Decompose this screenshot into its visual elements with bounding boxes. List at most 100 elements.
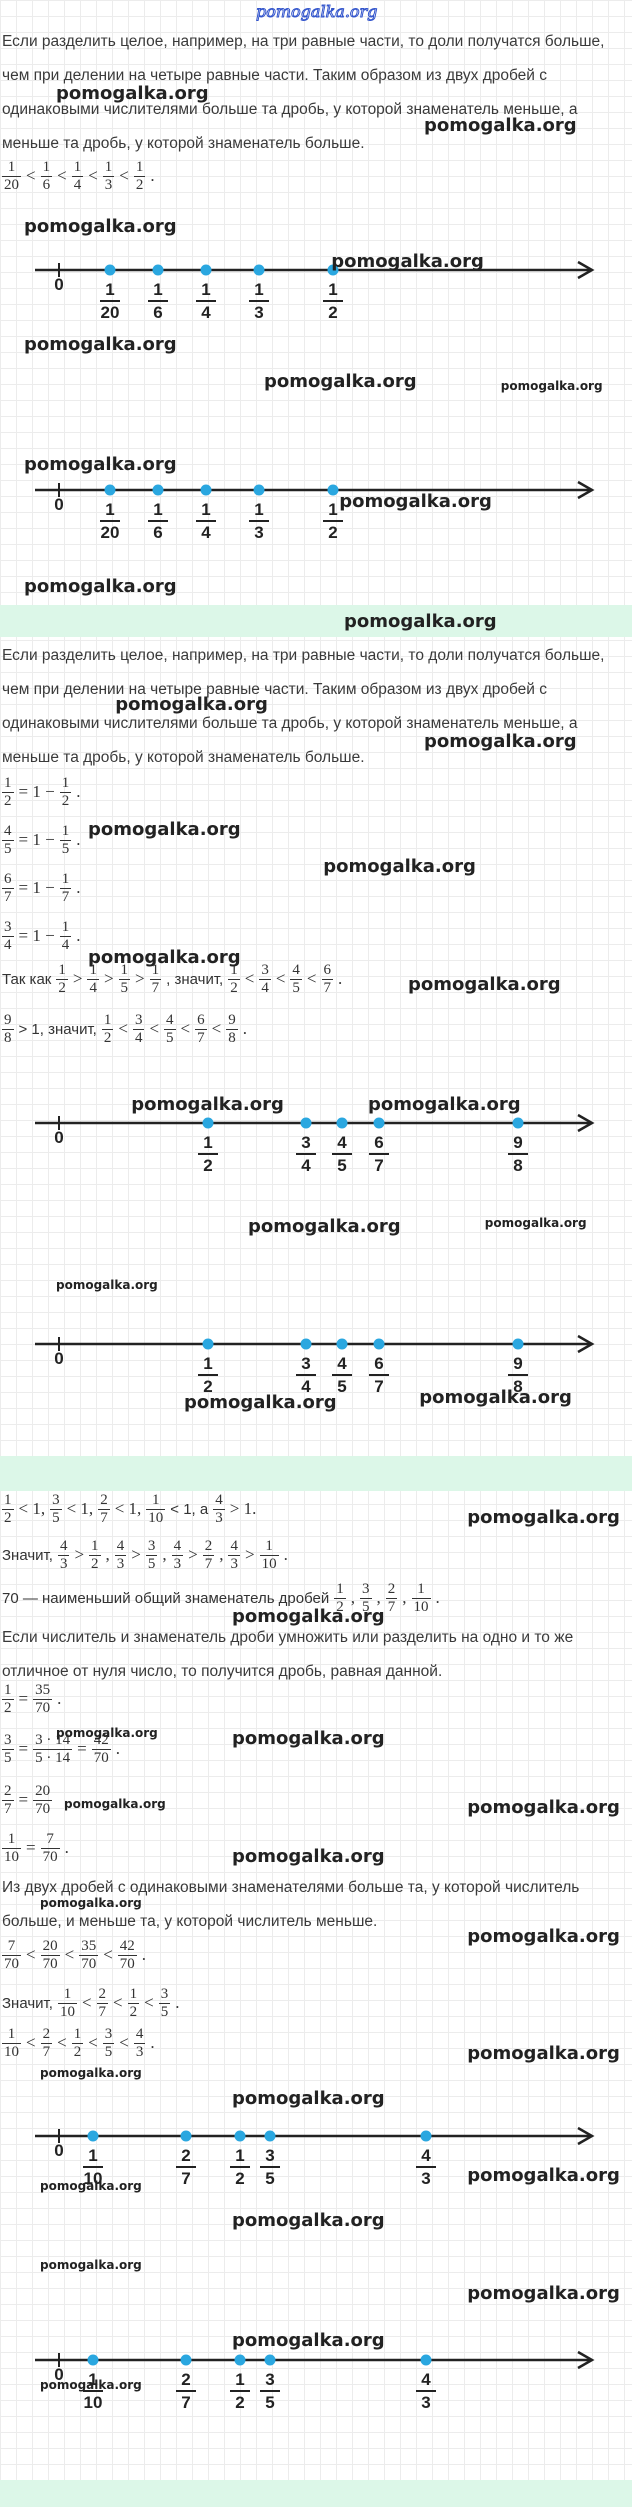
- denominator: 10: [411, 1597, 431, 1615]
- watermark: pomogalka.org: [232, 1728, 385, 1749]
- fraction: 1 10: [2, 1831, 21, 1866]
- math-text: .: [141, 1945, 147, 1964]
- numerator: 6: [374, 1354, 383, 1373]
- denominator: 7: [40, 2042, 53, 2060]
- math-text: ,: [105, 1545, 110, 1564]
- denominator: 2: [127, 2002, 140, 2020]
- numerator: 42: [93, 1731, 109, 1748]
- numerator: 4: [59, 1537, 68, 1554]
- fraction: 1 10: [57, 1986, 77, 2021]
- point: [420, 2354, 432, 2366]
- numerator: 4: [337, 1133, 347, 1152]
- point: [200, 264, 212, 276]
- denominator: 5: [2, 839, 14, 857]
- numerator: 1: [153, 280, 162, 299]
- math-text: <: [149, 1019, 160, 1038]
- denominator: 2: [71, 2042, 84, 2060]
- watermark: pomogalka.org: [331, 251, 484, 273]
- denominator: 4: [201, 523, 211, 542]
- math-text: >: [188, 1545, 198, 1564]
- numerator: 9: [4, 1011, 12, 1028]
- watermark: pomogalka.org: [131, 1094, 284, 1116]
- fraction: 42 70: [91, 1731, 111, 1767]
- math-line: 70 — наименьший общий знаменатель дробей…: [2, 1578, 440, 1618]
- denominator: 2: [2, 1508, 14, 1526]
- denominator: 3: [213, 1508, 225, 1526]
- numerator: 6: [323, 961, 332, 978]
- denominator: 7: [2, 887, 14, 905]
- numerator: 1: [328, 280, 337, 299]
- watermark: pomogalka.org: [500, 379, 603, 394]
- denominator: 70: [33, 1799, 53, 1817]
- math-text: <: [26, 2033, 36, 2052]
- numerator: 2: [204, 1537, 213, 1554]
- math-text: .: [435, 1588, 440, 1607]
- numerator: 1: [230, 961, 238, 978]
- denominator: 3: [228, 1554, 240, 1572]
- math-text: > 1.: [229, 1499, 257, 1518]
- zero-label: 0: [54, 1128, 63, 1147]
- point: [373, 1117, 385, 1129]
- denominator: 70: [117, 1954, 137, 1972]
- denominator: 2: [228, 978, 240, 996]
- numerator: 3: [134, 1011, 143, 1028]
- denominator: 3: [171, 1554, 184, 1572]
- fraction: 1 10: [2, 2026, 21, 2061]
- denominator: 3: [57, 1554, 70, 1572]
- denominator: 5: [102, 2042, 115, 2060]
- denominator: 20: [101, 303, 120, 322]
- numerator: 1: [91, 1537, 99, 1554]
- math-text: = 1 −: [18, 830, 55, 849]
- denominator: 5: [59, 839, 72, 857]
- watermark: pomogalka.org: [40, 1896, 142, 1910]
- numerator: 4: [337, 1354, 347, 1373]
- point: [327, 264, 339, 276]
- denominator: 70: [40, 1847, 60, 1865]
- point: [202, 1117, 214, 1129]
- math-text: .: [115, 1739, 120, 1758]
- math-text: <: [144, 1993, 154, 2012]
- denominator: 4: [59, 935, 72, 953]
- point: [152, 264, 164, 276]
- numerator: 4: [166, 1011, 174, 1028]
- point: [200, 484, 212, 496]
- math-line: 9 8 > 1, значит, 1 2 <3 4 <4 5 <6 7 <9 8.: [2, 1009, 247, 1049]
- watermark: pomogalka.org: [323, 856, 476, 877]
- numerator: 42: [119, 1937, 135, 1954]
- math-text: > 1, значит,: [18, 1020, 97, 1038]
- point: [336, 1117, 348, 1129]
- denominator: 7: [59, 887, 72, 905]
- denominator: 3: [254, 303, 263, 322]
- point: [253, 264, 265, 276]
- denominator: 4: [201, 303, 211, 322]
- watermark: pomogalka.org: [467, 1926, 620, 1948]
- math-text: < 1,: [114, 1499, 142, 1518]
- denominator: 4: [301, 1156, 311, 1175]
- denominator: 2: [235, 2169, 244, 2188]
- numerator: 3: [301, 1354, 310, 1373]
- numerator: 1: [88, 2146, 97, 2165]
- numerator: 3: [4, 918, 12, 935]
- watermark: pomogalka.org: [56, 1726, 158, 1741]
- denominator: 7: [321, 978, 333, 996]
- denominator: 8: [513, 1156, 522, 1175]
- denominator: 2: [89, 1554, 101, 1572]
- watermark: pomogalka.org: [24, 454, 177, 476]
- separator-band: [0, 1456, 632, 1491]
- math-text: Значит,: [2, 1546, 53, 1564]
- numerator: 4: [173, 1537, 182, 1554]
- watermark: pomogalka.org: [24, 334, 177, 356]
- numerator: 1: [58, 961, 66, 978]
- number-line: 0 1 20 1 6 1 4 1 3 1 2: [35, 480, 595, 542]
